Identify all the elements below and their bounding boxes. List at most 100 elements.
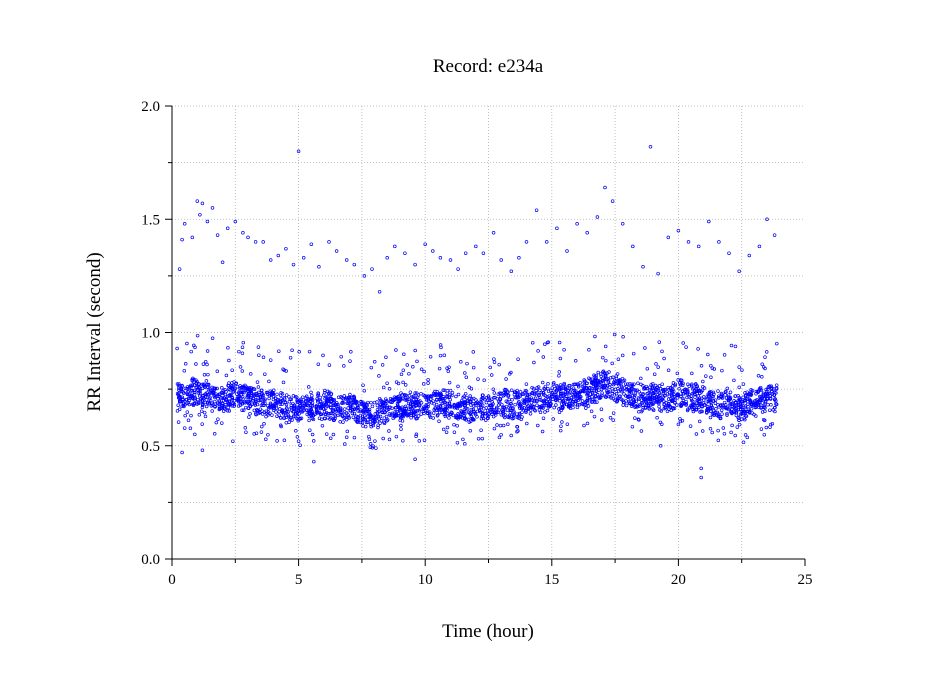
band-point (634, 399, 638, 404)
band-point (204, 398, 209, 402)
band-point (733, 400, 738, 405)
band-point (369, 413, 373, 418)
band-point (409, 399, 414, 403)
x-tick-label: 10 (418, 572, 433, 588)
band-point (279, 416, 283, 420)
upper-point (377, 289, 382, 294)
band-point (438, 404, 443, 408)
band-point (276, 397, 280, 402)
band-point (259, 388, 264, 393)
band-spread-point (507, 372, 512, 376)
band-point (253, 391, 258, 396)
band-spread-point (175, 346, 179, 351)
band-point (467, 420, 472, 424)
band-point (375, 400, 379, 404)
band-spread-point (394, 434, 399, 439)
band-point (354, 414, 359, 418)
band-point (435, 397, 439, 402)
band-point (470, 416, 475, 421)
band-point (672, 395, 677, 399)
band-point (230, 384, 234, 388)
band-point (774, 383, 779, 387)
band-point (532, 398, 537, 403)
band-point (399, 391, 403, 395)
band-point (361, 409, 365, 413)
band-spread-point (729, 343, 734, 348)
band-spread-point (445, 425, 450, 430)
band-spread-point (414, 432, 419, 437)
band-point (482, 406, 486, 411)
band-point (565, 400, 570, 404)
band-point (436, 392, 440, 396)
band-point (662, 402, 666, 406)
band-point (407, 394, 412, 398)
band-spread-point (438, 353, 443, 358)
band-point (561, 401, 566, 405)
band-point (754, 414, 758, 418)
band-point (733, 394, 737, 398)
band-point (281, 412, 286, 416)
band-point (758, 387, 763, 391)
band-point (611, 375, 615, 380)
band-point (620, 376, 625, 381)
band-spread-point (459, 360, 463, 364)
band-point (298, 401, 302, 406)
band-point (284, 415, 289, 419)
band-point (555, 385, 560, 389)
band-point (210, 403, 215, 407)
upper-point (610, 199, 615, 203)
band-point (347, 416, 351, 420)
band-point (362, 417, 366, 421)
band-point (509, 401, 513, 406)
band-point (637, 397, 641, 401)
band-point (480, 414, 485, 419)
upper-point (190, 235, 195, 240)
band-spread-point (368, 445, 373, 449)
band-point (730, 401, 734, 406)
band-spread-point (551, 417, 555, 421)
band-point (748, 399, 753, 403)
band-spread-point (737, 422, 742, 427)
band-point (234, 381, 239, 386)
band-point (253, 403, 258, 407)
band-point (690, 387, 695, 391)
upper-point (696, 244, 701, 249)
band-point (725, 413, 729, 417)
band-spread-point (461, 437, 465, 442)
band-point (220, 403, 225, 408)
band-point (363, 404, 367, 409)
upper-point (772, 233, 777, 237)
band-point (230, 395, 235, 400)
band-point (500, 402, 504, 407)
band-point (612, 393, 617, 397)
upper-point (463, 251, 468, 255)
band-spread-point (558, 356, 563, 361)
band-point (233, 386, 237, 391)
band-point (772, 393, 777, 397)
band-point (435, 414, 440, 418)
band-point (190, 383, 195, 387)
band-point (246, 395, 250, 399)
band-spread-point (264, 437, 268, 442)
band-point (773, 405, 777, 410)
low-outlier-point (413, 457, 417, 462)
band-point (308, 411, 312, 416)
band-point (545, 408, 550, 413)
band-point (763, 400, 768, 405)
band-spread-point (704, 374, 708, 378)
band-point (597, 395, 601, 400)
band-point (280, 408, 285, 412)
band-point (716, 394, 721, 398)
band-point (543, 410, 547, 414)
band-point (484, 400, 489, 405)
band-point (185, 401, 189, 405)
band-spread-point (446, 369, 451, 374)
band-spread-point (417, 439, 422, 443)
band-point (507, 397, 511, 402)
band-point (541, 393, 546, 397)
band-spread-point (401, 438, 405, 443)
band-point (696, 401, 701, 406)
band-point (280, 402, 284, 407)
band-point (437, 407, 441, 412)
band-spread-point (480, 436, 485, 441)
